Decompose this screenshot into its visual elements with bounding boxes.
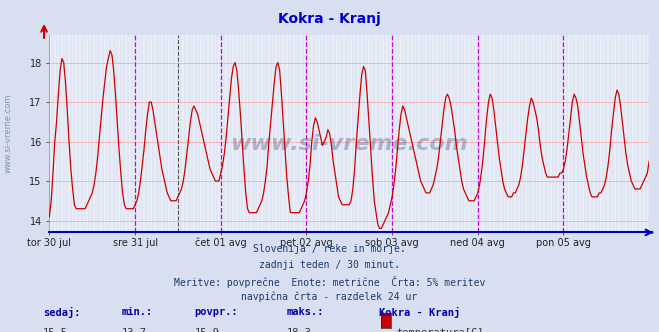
Text: navpična črta - razdelek 24 ur: navpična črta - razdelek 24 ur [241, 292, 418, 302]
Text: povpr.:: povpr.: [194, 307, 238, 317]
Text: Meritve: povprečne  Enote: metrične  Črta: 5% meritev: Meritve: povprečne Enote: metrične Črta:… [174, 276, 485, 288]
Text: Kokra - Kranj: Kokra - Kranj [278, 12, 381, 26]
Text: www.si-vreme.com: www.si-vreme.com [3, 93, 13, 173]
Text: 18,3: 18,3 [287, 328, 312, 332]
Text: Kokra - Kranj: Kokra - Kranj [379, 307, 460, 318]
Text: zadnji teden / 30 minut.: zadnji teden / 30 minut. [259, 260, 400, 270]
Text: 15,9: 15,9 [194, 328, 219, 332]
Text: sedaj:: sedaj: [43, 307, 80, 318]
Text: 15,5: 15,5 [43, 328, 68, 332]
Text: temperatura[C]: temperatura[C] [397, 328, 484, 332]
Text: min.:: min.: [122, 307, 153, 317]
Text: www.si-vreme.com: www.si-vreme.com [231, 133, 468, 153]
Text: Slovenija / reke in morje.: Slovenija / reke in morje. [253, 244, 406, 254]
Text: maks.:: maks.: [287, 307, 324, 317]
Text: 13,7: 13,7 [122, 328, 147, 332]
